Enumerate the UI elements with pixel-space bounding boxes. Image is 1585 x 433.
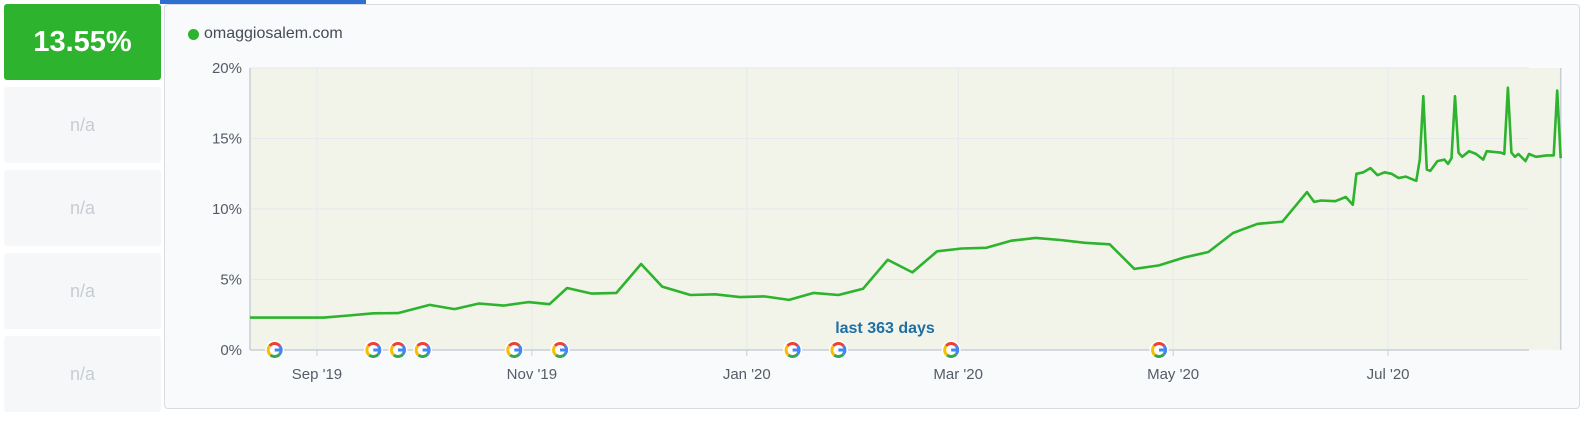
metric-value: n/a xyxy=(69,280,96,301)
metric-value: n/a xyxy=(69,197,96,218)
x-tick-label: May '20 xyxy=(1147,366,1199,383)
google-icon-arc xyxy=(832,342,845,347)
google-icon-arc xyxy=(943,344,949,357)
legend-dot-icon xyxy=(188,28,199,40)
y-tick-label: 20% xyxy=(212,60,242,77)
google-icon-arc xyxy=(1151,344,1156,357)
google-update-icon[interactable] xyxy=(941,340,961,360)
google-icon-arc xyxy=(508,342,521,347)
google-icon-arc xyxy=(414,344,420,357)
google-update-icon[interactable] xyxy=(828,340,848,360)
x-tick-label: Jul '20 xyxy=(1367,366,1410,383)
google-icon-arc xyxy=(1152,342,1166,347)
google-icon-arc xyxy=(392,353,405,358)
x-tick-label: Jan '20 xyxy=(723,366,771,383)
google-update-icon[interactable] xyxy=(388,340,408,360)
google-icon-arc xyxy=(946,353,958,358)
y-tick-label: 0% xyxy=(220,342,242,359)
x-tick-label: Mar '20 xyxy=(933,366,983,383)
google-update-icon[interactable] xyxy=(413,340,433,360)
google-icon-arc xyxy=(367,342,380,347)
google-icon-arc xyxy=(506,344,512,357)
metrics-column: 13.55% n/a n/a n/a n/a xyxy=(4,4,161,419)
google-icon-arc xyxy=(552,344,558,357)
legend-label: omaggiosalem.com xyxy=(204,25,343,42)
active-tab-indicator xyxy=(160,0,366,4)
y-tick-label: 15% xyxy=(212,131,242,148)
x-tick-label: Nov '19 xyxy=(507,366,557,383)
metric-card[interactable]: n/a xyxy=(4,87,161,163)
google-icon-arc xyxy=(269,353,281,358)
google-update-icon[interactable] xyxy=(363,340,383,360)
metric-value: 13.55% xyxy=(33,25,132,58)
line-chart[interactable]: 0% 5% 10% 15% 20% Sep '19 Nov '19 Jan '20 Mar '2… xyxy=(165,5,1579,408)
metric-value: n/a xyxy=(69,363,96,384)
google-icon-arc xyxy=(391,342,405,347)
google-icon-arc xyxy=(266,344,272,357)
y-tick-label: 5% xyxy=(220,272,242,289)
metric-card[interactable]: n/a xyxy=(4,170,161,246)
google-icon-arc xyxy=(787,353,799,358)
google-update-icon[interactable] xyxy=(504,340,524,360)
google-icon-arc xyxy=(365,344,371,357)
series-line xyxy=(250,86,1562,319)
metric-card[interactable]: n/a xyxy=(4,336,161,412)
chart-legend[interactable]: omaggiosalem.com xyxy=(188,25,343,43)
metric-value: n/a xyxy=(69,114,96,135)
google-icon-arc xyxy=(390,344,395,357)
y-tick-label: 10% xyxy=(212,201,242,218)
google-update-icon[interactable] xyxy=(1149,340,1169,360)
google-update-icon[interactable] xyxy=(550,340,570,360)
annotation-label: last 363 days xyxy=(835,320,935,337)
google-icon-arc xyxy=(786,342,799,347)
google-icon-arc xyxy=(1153,353,1166,358)
google-update-icon[interactable] xyxy=(265,340,285,360)
google-icon-arc xyxy=(368,353,380,358)
x-tick-label: Sep '19 xyxy=(292,366,342,383)
google-icon-arc xyxy=(417,353,429,358)
google-icon-arc xyxy=(830,344,836,357)
google-icon-arc xyxy=(509,353,521,358)
google-icon-arc xyxy=(784,344,790,357)
google-icon-arc xyxy=(553,342,567,347)
google-icon-arc xyxy=(833,353,845,358)
metric-card-active[interactable]: 13.55% xyxy=(4,4,161,80)
chart-panel: omaggiosalem.com 0% 5% 10% 15% 20% Sep '19 Nov… xyxy=(164,4,1580,409)
google-icon-arc xyxy=(945,342,958,347)
google-icon-arc xyxy=(554,353,567,358)
google-icon-arc xyxy=(416,342,429,347)
google-icon-arc xyxy=(268,342,281,347)
google-update-icon[interactable] xyxy=(783,340,803,360)
metric-card[interactable]: n/a xyxy=(4,253,161,329)
